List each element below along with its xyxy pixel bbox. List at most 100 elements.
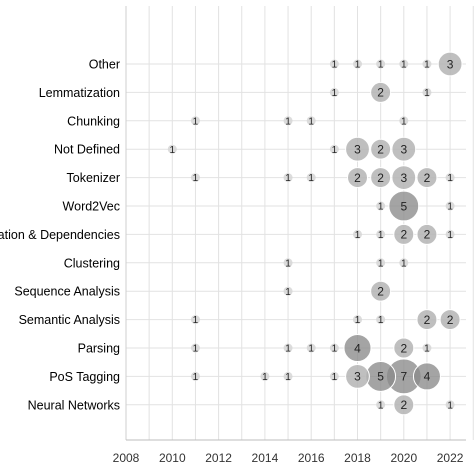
bubble xyxy=(422,87,432,97)
bubble xyxy=(439,309,461,331)
bubble xyxy=(376,315,386,325)
category-label: Not Defined xyxy=(54,143,120,157)
bubble-value-label: 1 xyxy=(424,344,430,355)
bubble-value-label: 3 xyxy=(447,57,454,71)
bubble xyxy=(422,59,432,69)
x-tick-labels: 2008 2010 2012 2014 2016 2018 2020 2022 xyxy=(113,451,464,465)
bubble-value-label: 1 xyxy=(332,88,338,99)
bubble xyxy=(422,343,432,353)
bubble-value-label: 1 xyxy=(378,230,384,241)
bubble-value-label: 7 xyxy=(400,370,407,384)
category-label: Tokenizer xyxy=(67,171,121,185)
bubble-value-label: 1 xyxy=(332,344,338,355)
bubble xyxy=(393,337,415,359)
bubble-value-label: 1 xyxy=(332,145,338,156)
bubble-value-label: 5 xyxy=(400,199,407,213)
bubble xyxy=(399,116,409,126)
bubble-value-label: 1 xyxy=(285,173,291,184)
bubble-value-label: 1 xyxy=(285,116,291,127)
bubble-value-label: 1 xyxy=(401,116,407,127)
category-label: Lemmatization xyxy=(39,86,120,100)
bubble xyxy=(329,59,339,69)
bubble-value-label: 2 xyxy=(447,313,454,327)
bubble-value-label: 1 xyxy=(193,372,199,383)
bubble xyxy=(445,201,455,211)
bubble xyxy=(329,144,339,154)
bubble xyxy=(343,334,372,362)
bubble xyxy=(190,315,200,325)
bubble xyxy=(306,343,316,353)
bubble-value-label: 1 xyxy=(285,372,291,383)
bubble-value-label: 1 xyxy=(193,173,199,184)
bubble xyxy=(190,116,200,126)
bubble xyxy=(376,258,386,268)
bubble-value-label: 2 xyxy=(424,171,431,185)
bubble-value-label: 1 xyxy=(355,315,361,326)
bubble xyxy=(283,371,293,381)
bubble xyxy=(329,371,339,381)
bubble-value-label: 1 xyxy=(332,372,338,383)
bubble xyxy=(445,400,455,410)
bubble-value-label: 1 xyxy=(285,258,291,269)
bubble-value-label: 1 xyxy=(193,344,199,355)
bubble-value-label: 1 xyxy=(308,173,314,184)
bubble-value-label: 1 xyxy=(285,344,291,355)
bubble-value-label: 1 xyxy=(308,116,314,127)
bubble xyxy=(329,87,339,97)
bubble xyxy=(416,167,438,189)
bubble-value-label: 1 xyxy=(170,145,176,156)
bubble-value-label: 1 xyxy=(447,202,453,213)
x-tick-label: 2014 xyxy=(252,451,279,465)
bubble-value-label: 1 xyxy=(355,230,361,241)
bubble-value-label: 2 xyxy=(377,86,384,100)
bubble xyxy=(388,190,420,222)
category-labels: Other Lemmatization Chunking Not Defined Tok… xyxy=(0,58,120,413)
bubble xyxy=(437,51,463,77)
bubble xyxy=(445,229,455,239)
bubble-value-label: 1 xyxy=(332,60,338,71)
bubble xyxy=(190,173,200,183)
bubble-value-label: 1 xyxy=(378,202,384,213)
bubble xyxy=(399,258,409,268)
bubble-value-label: 4 xyxy=(354,341,361,355)
bubble-value-label: 2 xyxy=(377,285,384,299)
bubble xyxy=(376,201,386,211)
x-tick-label: 2020 xyxy=(390,451,417,465)
bubble xyxy=(260,371,270,381)
bubble xyxy=(370,167,392,189)
bubble-value-label: 3 xyxy=(400,171,407,185)
bubble xyxy=(376,400,386,410)
bubble xyxy=(370,280,392,302)
bubble-value-label: 1 xyxy=(378,315,384,326)
bubble xyxy=(329,343,339,353)
bubble xyxy=(283,258,293,268)
bubble-value-label: 2 xyxy=(400,228,407,242)
bubble-value-label: 2 xyxy=(400,398,407,412)
bubble xyxy=(283,343,293,353)
bubble xyxy=(283,173,293,183)
bubble-value-label: 2 xyxy=(400,341,407,355)
bubble-value-label: 1 xyxy=(447,400,453,411)
bubble xyxy=(283,286,293,296)
bubble xyxy=(445,173,455,183)
bubble xyxy=(345,136,370,162)
bubble xyxy=(283,116,293,126)
category-label: elation & Dependencies xyxy=(0,228,120,242)
category-label: Semantic Analysis xyxy=(19,313,120,327)
bubble-value-label: 1 xyxy=(447,230,453,241)
bubble xyxy=(370,138,392,160)
bubble-value-label: 3 xyxy=(354,143,361,157)
bubble xyxy=(347,167,368,189)
bubble-value-label: 1 xyxy=(262,372,268,383)
bubble-value-label: 3 xyxy=(354,370,361,384)
bubble xyxy=(393,223,415,245)
bubble xyxy=(391,136,417,162)
bubble-value-label: 1 xyxy=(355,60,361,71)
category-label: Sequence Analysis xyxy=(14,285,120,299)
category-label: Clustering xyxy=(64,256,120,270)
bubble-value-label: 2 xyxy=(354,171,361,185)
bubble-value-label: 5 xyxy=(377,370,384,384)
bubble xyxy=(306,173,316,183)
category-label: PoS Tagging xyxy=(49,370,120,384)
